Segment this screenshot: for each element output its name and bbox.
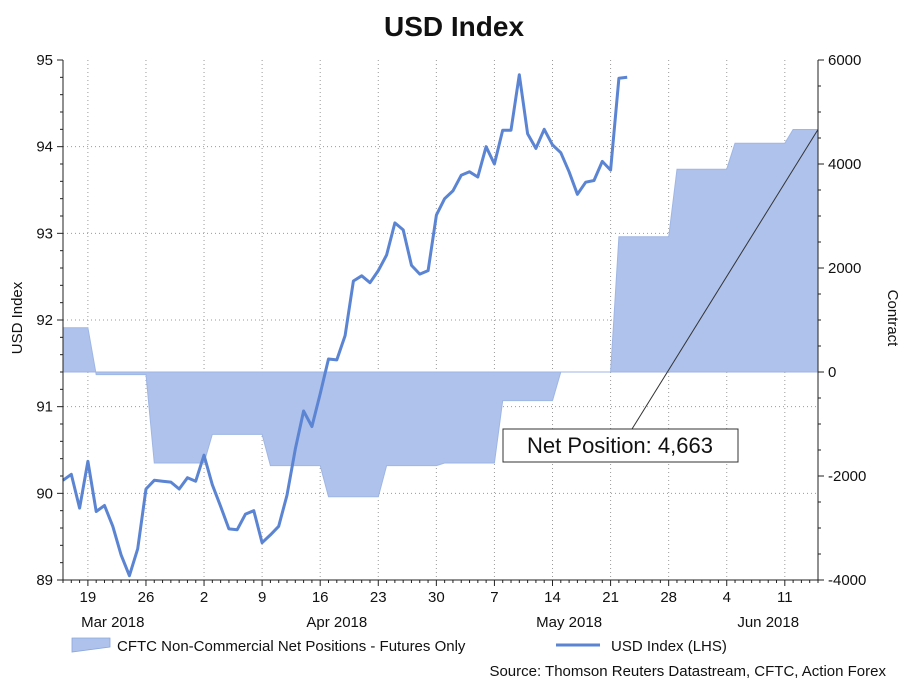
right-tick-label: -2000 [828,468,866,485]
x-tick-label: 9 [258,589,266,606]
chart-title: USD Index [384,11,524,42]
legend: CFTC Non-Commercial Net Positions - Futu… [71,637,727,655]
legend-area-swatch [71,637,111,653]
right-tick-label: 4000 [828,156,861,173]
left-tick-label: 93 [36,225,53,242]
x-tick-label: 19 [80,589,97,606]
x-month-label: Jun 2018 [737,614,799,631]
x-month-label: May 2018 [536,614,602,631]
legend-line-label: USD Index (LHS) [611,638,727,655]
net-position-area-shape [62,129,819,498]
x-tick-label: 30 [428,589,445,606]
x-tick-label: 16 [312,589,329,606]
callout-box [502,428,739,463]
x-tick-label: 7 [490,589,498,606]
x-tick-label: 2 [200,589,208,606]
left-tick-label: 91 [36,399,53,416]
left-axis-ticks: 95 94 93 92 91 90 89 [36,52,63,589]
x-month-label: Mar 2018 [81,614,144,631]
x-month-label: Apr 2018 [306,614,367,631]
x-tick-label: 4 [723,589,731,606]
x-axis-ticks: 19 26 2 9 16 23 30 7 14 21 28 4 11 Mar 2018 Apr 2018 Ma… [62,580,819,631]
callout-leader-line [631,129,819,430]
net-position-callout: Net Position: 4,663 [502,129,819,463]
left-tick-label: 92 [36,312,53,329]
legend-area-label: CFTC Non-Commercial Net Positions - Futu… [117,638,466,655]
x-tick-label: 28 [660,589,677,606]
left-axis-label: USD Index [9,281,26,354]
x-tick-label: 21 [602,589,619,606]
x-tick-label: 26 [138,589,155,606]
right-axis-ticks: 6000 4000 2000 0 -2000 -4000 [818,52,866,589]
right-axis-label: Contract [884,290,901,348]
x-tick-label: 23 [370,589,387,606]
right-tick-label: 0 [828,364,836,381]
usd-index-polyline [62,73,628,578]
left-tick-label: 90 [36,485,53,502]
net-position-area [62,129,819,498]
x-tick-label: 14 [544,589,561,606]
callout-text: Net Position: 4,663 [527,433,713,458]
right-tick-label: 2000 [828,260,861,277]
left-tick-label: 89 [36,572,53,589]
x-tick-label: 11 [777,589,793,606]
left-tick-label: 95 [36,52,53,69]
source-note: Source: Thomson Reuters Datastream, CFTC… [489,663,886,680]
right-tick-label: 6000 [828,52,861,69]
right-tick-label: -4000 [828,572,866,589]
left-tick-label: 94 [36,139,53,156]
usd-index-line [62,73,628,578]
